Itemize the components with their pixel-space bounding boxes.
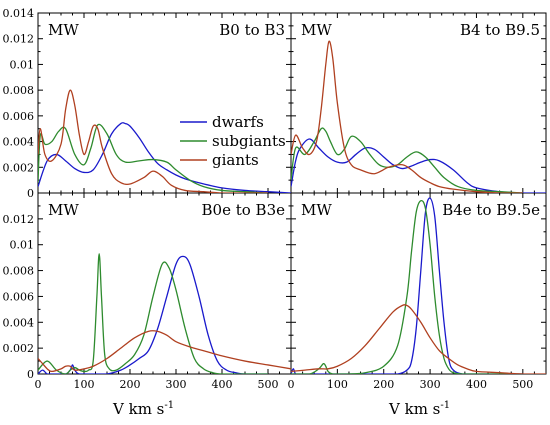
- y-tick-label: 0: [27, 187, 34, 200]
- panel-frame-b4-b9.5: [290, 12, 547, 194]
- x-tick-label: 400: [212, 378, 233, 391]
- panel-frame-b0e-b3e: [37, 192, 292, 375]
- label-layer: 0 0.002 0.004 0.006 0.008 0.01 0.012 0.014 MW B0 …: [3, 7, 541, 391]
- x-axis-label-left: V km s-1: [112, 400, 174, 418]
- series-line-subgiants-b0e-b3e: [38, 253, 268, 374]
- y-tick-label: 0.004: [3, 316, 35, 329]
- x-axis-label-exponent: -1: [440, 400, 450, 411]
- panel-title: B4e to B9.5e: [442, 201, 540, 219]
- x-tick-label: 300: [420, 378, 441, 391]
- panel-title: B0 to B3: [219, 21, 285, 39]
- panel-corner-label: MW: [48, 201, 79, 219]
- x-tick-label: 300: [166, 378, 187, 391]
- series-line-giants-b0-b3: [38, 89, 268, 193]
- x-axis-label-text: V km s: [388, 400, 440, 418]
- series-line-subgiants-b0-b3: [38, 123, 269, 193]
- series-line-dwarfs-b0e-b3e: [38, 255, 268, 374]
- series-line-subgiants-b4e-b9.5e: [291, 199, 523, 374]
- x-tick-label: 500: [258, 378, 279, 391]
- panel-title: B4 to B9.5: [460, 21, 540, 39]
- y-tick-label: 0.012: [3, 33, 35, 46]
- x-tick-label: 100: [74, 378, 95, 391]
- series-line-giants-b4e-b9.5e: [291, 304, 546, 374]
- panel-corner-label: MW: [48, 21, 79, 39]
- axes-layer: [37, 12, 547, 375]
- y-tick-label: 0.006: [3, 290, 35, 303]
- x-tick-label: 200: [373, 378, 394, 391]
- legend-label-giants: giants: [212, 151, 259, 169]
- y-tick-label: 0: [27, 368, 34, 381]
- x-axis-label-right: V km s-1: [388, 400, 450, 418]
- legend: dwarfs subgiants giants: [180, 113, 286, 169]
- y-tick-label: 0.006: [3, 110, 35, 123]
- panel-frame-b4e-b9.5e: [290, 192, 547, 375]
- series-line-dwarfs-b4-b9.5: [291, 138, 546, 193]
- x-axis-label-exponent: -1: [164, 400, 174, 411]
- y-tick-label: 0.002: [3, 161, 35, 174]
- panel-corner-label: MW: [301, 201, 332, 219]
- series-line-dwarfs-b4e-b9.5e: [291, 197, 523, 374]
- y-tick-label: 0.008: [3, 84, 35, 97]
- series-line-dwarfs-b0-b3: [38, 122, 291, 193]
- y-tick-label: 0.01: [10, 58, 35, 71]
- x-tick-label: 400: [466, 378, 487, 391]
- y-tick-label: 0.012: [3, 213, 35, 226]
- y-tick-label: 0.004: [3, 136, 35, 149]
- x-tick-label: 0: [35, 378, 42, 391]
- y-tick-label: 0.014: [3, 7, 35, 20]
- x-tick-label: 500: [512, 378, 533, 391]
- x-axis-label-text: V km s: [112, 400, 164, 418]
- series-line-giants-b0e-b3e: [38, 330, 291, 373]
- x-tick-label: 200: [120, 378, 141, 391]
- legend-label-dwarfs: dwarfs: [212, 113, 264, 131]
- x-tick-label: 100: [327, 378, 348, 391]
- x-tick-label: 0: [288, 378, 295, 391]
- series-line-subgiants-b4-b9.5: [291, 127, 523, 193]
- y-tick-label: 0.002: [3, 342, 35, 355]
- curve-layer: [38, 40, 546, 374]
- legend-label-subgiants: subgiants: [212, 132, 286, 150]
- y-tick-label: 0.008: [3, 265, 35, 278]
- panel-title: B0e to B3e: [202, 201, 286, 219]
- y-tick-label: 0.01: [10, 239, 35, 252]
- series-line-giants-b4-b9.5: [291, 40, 523, 193]
- panel-corner-label: MW: [301, 21, 332, 39]
